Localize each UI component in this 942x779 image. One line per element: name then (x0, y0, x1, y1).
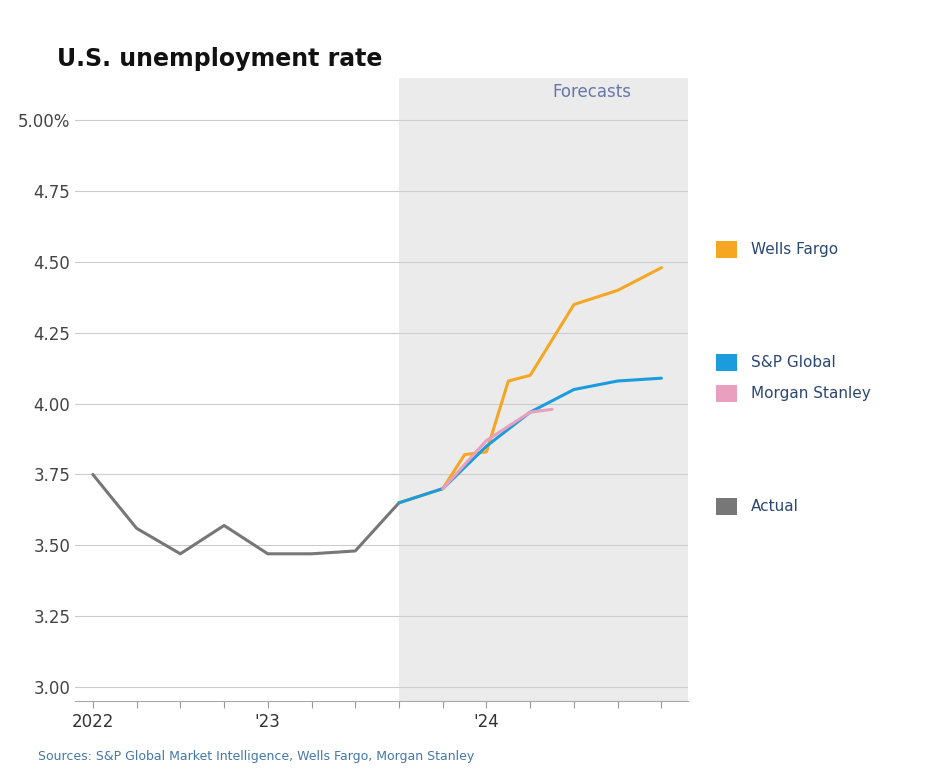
Text: S&P Global: S&P Global (751, 354, 836, 370)
Text: Actual: Actual (751, 499, 799, 514)
Text: Forecasts: Forecasts (552, 83, 631, 100)
Text: Sources: S&P Global Market Intelligence, Wells Fargo, Morgan Stanley: Sources: S&P Global Market Intelligence,… (38, 750, 474, 763)
Text: U.S. unemployment rate: U.S. unemployment rate (57, 47, 382, 71)
Text: Wells Fargo: Wells Fargo (751, 241, 837, 257)
Bar (399, 78, 696, 701)
Text: Morgan Stanley: Morgan Stanley (751, 386, 870, 401)
